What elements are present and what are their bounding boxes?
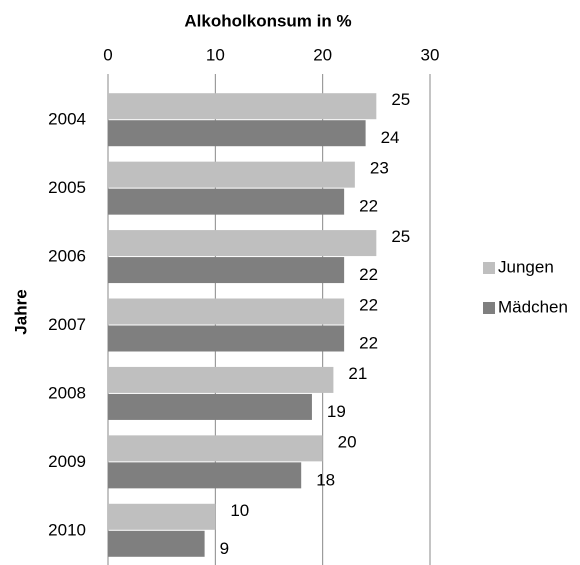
legend-label: Mädchen: [498, 297, 568, 316]
data-label: 21: [348, 364, 367, 383]
data-label: 19: [327, 402, 346, 421]
bar: [108, 435, 323, 462]
bar: [108, 298, 345, 325]
data-label: 20: [338, 432, 357, 451]
data-label: 23: [370, 159, 389, 178]
bar: [108, 120, 366, 147]
x-tick-label: 20: [313, 45, 332, 64]
y-tick-label: 2007: [48, 315, 86, 334]
data-label: 10: [230, 501, 249, 520]
y-tick-label: 2008: [48, 383, 86, 402]
y-tick-label: 2005: [48, 178, 86, 197]
data-label: 25: [391, 227, 410, 246]
y-tick-label: 2004: [48, 110, 86, 129]
legend-swatch: [483, 262, 495, 274]
y-tick-label: 2010: [48, 520, 86, 539]
data-label: 22: [359, 265, 378, 284]
data-label: 22: [359, 333, 378, 352]
chart-title: Alkoholkonsum in %: [184, 11, 351, 30]
bar: [108, 230, 377, 257]
bar: [108, 393, 312, 420]
bar: [108, 462, 302, 489]
y-tick-label: 2006: [48, 247, 86, 266]
data-label: 25: [391, 90, 410, 109]
bar: [108, 188, 345, 215]
bar: [108, 530, 205, 557]
legend-swatch: [483, 302, 495, 314]
data-label: 9: [220, 539, 229, 558]
legend-label: Jungen: [498, 257, 554, 276]
bar: [108, 366, 334, 393]
data-label: 18: [316, 470, 335, 489]
x-tick-label: 30: [421, 45, 440, 64]
data-label: 22: [359, 197, 378, 216]
bar: [108, 503, 216, 530]
bar: [108, 161, 355, 188]
bar: [108, 93, 377, 120]
y-tick-label: 2009: [48, 452, 86, 471]
x-tick-label: 10: [206, 45, 225, 64]
data-label: 22: [359, 295, 378, 314]
y-axis-title: Jahre: [11, 289, 30, 334]
bar: [108, 325, 345, 352]
bar: [108, 257, 345, 284]
data-label: 24: [381, 128, 400, 147]
x-tick-label: 0: [103, 45, 112, 64]
